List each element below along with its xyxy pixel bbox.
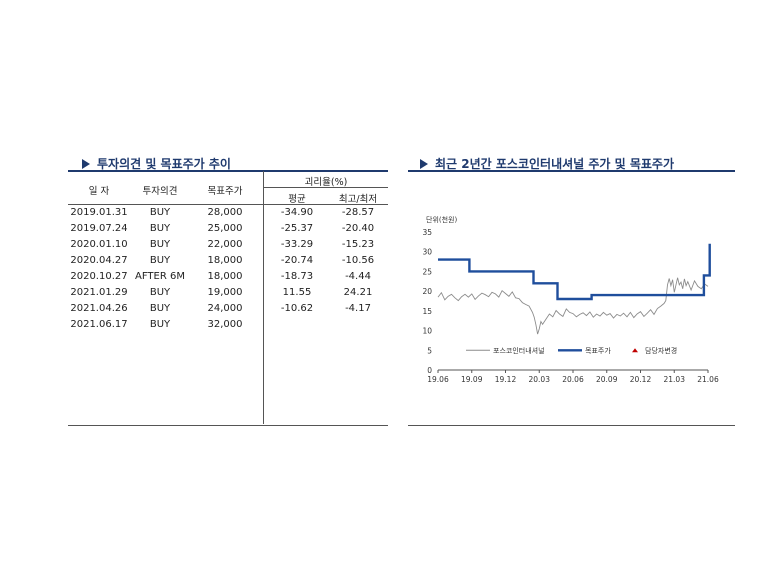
- triangle-bullet-icon: [420, 159, 428, 169]
- date-cell: 2021.04.26: [70, 303, 128, 314]
- date-cell: 2019.01.31: [70, 207, 128, 218]
- chart-unit-label: 단위(천원): [426, 215, 457, 224]
- hilo-gap-cell: -4.17: [345, 303, 371, 314]
- hilo-gap-cell: -20.40: [341, 223, 375, 234]
- x-tick-label: 20.09: [596, 375, 618, 384]
- target-cell: 25,000: [207, 223, 243, 234]
- header-date: 일 자: [88, 186, 110, 197]
- chart-top-rule: [408, 170, 735, 172]
- target-cell: 18,000: [207, 271, 243, 282]
- opinion-cell: BUY: [149, 239, 171, 250]
- date-cell: 2021.01.29: [70, 287, 128, 298]
- price-series-line: [437, 277, 709, 335]
- y-tick-label: 20: [422, 287, 432, 296]
- target-price-step-line: [438, 243, 711, 301]
- target-cell: 24,000: [207, 303, 243, 314]
- opinion-cell: BUY: [149, 207, 171, 218]
- target-cell: 19,000: [207, 287, 243, 298]
- table-title-text: 투자의견 및 목표주가 추이: [97, 157, 231, 171]
- gap-column-divider: [263, 171, 264, 424]
- y-tick-label: 35: [422, 228, 432, 237]
- gap-subheader-rule: [264, 187, 388, 188]
- date-cell: 2020.10.27: [70, 271, 128, 282]
- x-tick-label: 20.06: [562, 375, 584, 384]
- y-tick-label: 5: [427, 346, 432, 355]
- table-header-rule: [68, 204, 388, 205]
- target-cell: 22,000: [207, 239, 243, 250]
- avg-gap-cell: -33.29: [280, 239, 314, 250]
- avg-gap-cell: -20.74: [280, 255, 314, 266]
- header-target: 목표주가: [207, 186, 243, 197]
- triangle-bullet-icon: [82, 159, 90, 169]
- chart-bottom-rule: [408, 425, 735, 426]
- hilo-gap-cell: -10.56: [341, 255, 375, 266]
- hilo-gap-cell: 24.21: [343, 287, 373, 298]
- date-cell: 2019.07.24: [70, 223, 128, 234]
- avg-gap-cell: -18.73: [280, 271, 314, 282]
- y-tick-label: 15: [422, 307, 432, 316]
- y-tick-label: 30: [422, 248, 432, 257]
- x-tick-label: 21.03: [664, 375, 686, 384]
- x-tick-label: 20.03: [529, 375, 551, 384]
- hilo-gap-cell: -4.44: [345, 271, 371, 282]
- chart-title-text: 최근 2년간 포스코인터내셔널 주가 및 목표주가: [435, 157, 674, 171]
- legend-change-label: 담당자변경: [645, 346, 677, 355]
- table-section-title: 투자의견 및 목표주가 추이: [82, 155, 231, 172]
- x-tick-label: 19.09: [461, 375, 483, 384]
- avg-gap-cell: -10.62: [280, 303, 314, 314]
- x-tick-label: 21.06: [697, 375, 719, 384]
- opinion-cell: BUY: [149, 255, 171, 266]
- legend-price-label: 포스코인터내셔널: [493, 346, 545, 355]
- price-target-chart: 단위(천원) 0 5 10 15 20 25 30 35 19.06 19.09 19.12 20.03…: [422, 215, 719, 384]
- hilo-gap-cell: -28.57: [341, 207, 375, 218]
- chart-section-title: 최근 2년간 포스코인터내셔널 주가 및 목표주가: [420, 155, 674, 172]
- date-cell: 2021.06.17: [70, 319, 128, 330]
- x-tick-label: 19.12: [495, 375, 517, 384]
- opinion-cell: BUY: [149, 319, 171, 330]
- hilo-gap-cell: -15.23: [341, 239, 375, 250]
- legend-change-marker-icon: [632, 348, 638, 353]
- target-cell: 32,000: [207, 319, 243, 330]
- date-cell: 2020.01.10: [70, 239, 128, 250]
- opinion-cell: BUY: [149, 303, 171, 314]
- opinion-cell: BUY: [149, 287, 171, 298]
- y-tick-label: 10: [422, 327, 432, 336]
- avg-gap-cell: -34.90: [280, 207, 314, 218]
- opinion-cell: BUY: [149, 223, 171, 234]
- x-tick-label: 19.06: [427, 375, 449, 384]
- legend-target-label: 목표주가: [585, 346, 611, 355]
- target-cell: 28,000: [207, 207, 243, 218]
- y-tick-label: 25: [422, 267, 432, 276]
- target-cell: 18,000: [207, 255, 243, 266]
- avg-gap-cell: 11.55: [282, 287, 312, 298]
- header-gap: 괴리율(%): [304, 177, 348, 188]
- y-tick-label: 0: [427, 366, 432, 375]
- header-avg: 평균: [288, 194, 306, 205]
- table-top-rule: [68, 170, 388, 172]
- avg-gap-cell: -25.37: [280, 223, 314, 234]
- x-tick-label: 20.12: [630, 375, 652, 384]
- table-bottom-rule: [68, 425, 388, 426]
- opinion-cell: AFTER 6M: [135, 271, 185, 282]
- date-cell: 2020.04.27: [70, 255, 128, 266]
- header-opinion: 투자의견: [142, 186, 178, 197]
- header-hilo: 최고/최저: [338, 194, 378, 205]
